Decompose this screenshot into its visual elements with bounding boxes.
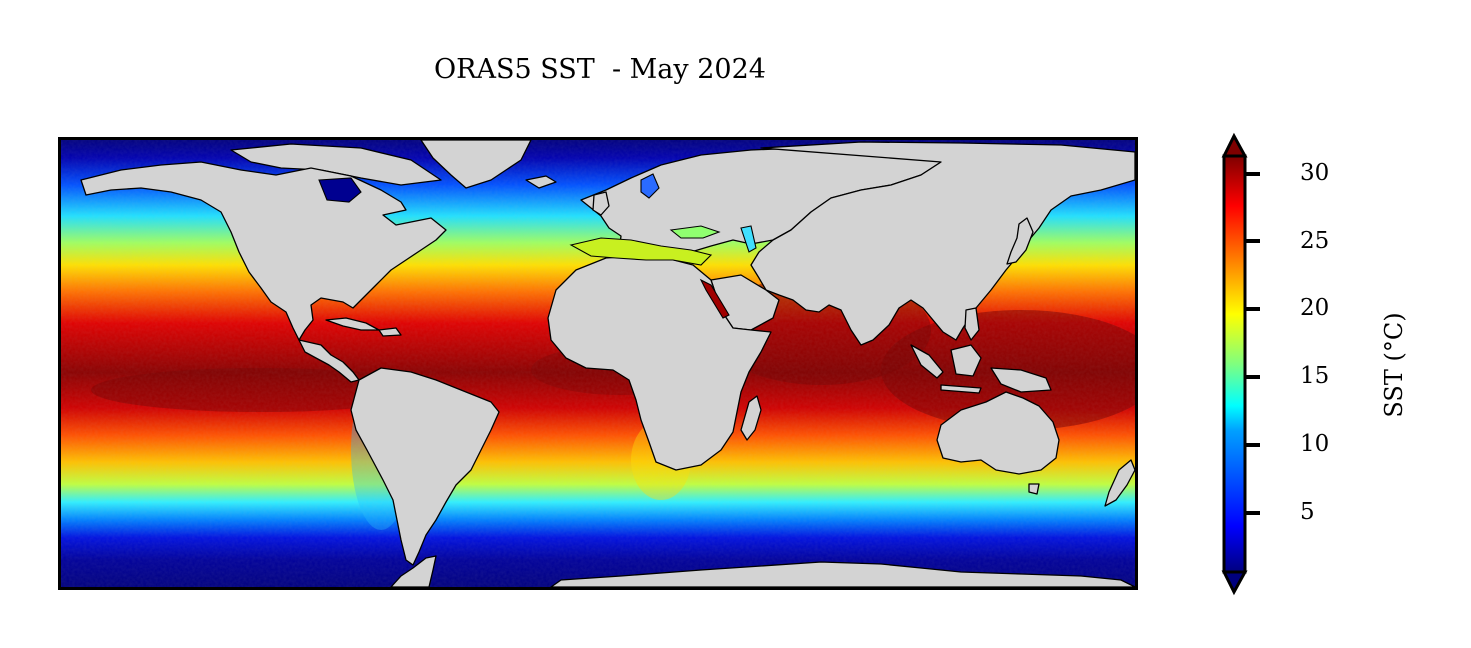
central-america [298, 339, 360, 383]
mediterranean-sea [569, 237, 713, 266]
colorbar-tick-label: 20 [1300, 295, 1330, 321]
japan [1006, 217, 1034, 265]
new-guinea [990, 367, 1052, 393]
north-america [80, 161, 447, 341]
hispaniola [378, 327, 402, 337]
colorbar-tick-label: 15 [1300, 363, 1330, 389]
java [940, 384, 982, 394]
sst-map [58, 137, 1138, 590]
greenland [420, 140, 532, 189]
madagascar [740, 395, 762, 441]
black-sea [669, 225, 721, 239]
caspian-sea [740, 225, 757, 253]
colorbar-tick-label: 10 [1300, 431, 1330, 457]
antarctic-peninsula [390, 555, 437, 587]
red-sea [699, 278, 730, 319]
africa [547, 255, 772, 471]
colorbar-extend-max [1221, 132, 1248, 158]
new-zealand [1104, 459, 1135, 507]
colorbar-ticks [1245, 172, 1260, 515]
canadian-arctic-islands [230, 143, 442, 186]
colorbar-gradient [1222, 154, 1247, 574]
colorbar-title: SST (°C) [1380, 312, 1408, 418]
south-america [350, 367, 500, 566]
asia [750, 141, 1135, 346]
colorbar-tick-label: 25 [1300, 228, 1330, 254]
colorbar [1221, 132, 1260, 596]
great-britain [592, 191, 610, 216]
iceland [525, 175, 557, 189]
colorbar-extend-min [1221, 570, 1248, 596]
australia [936, 391, 1060, 475]
land-masses [80, 140, 1135, 587]
colorbar-tick-label: 30 [1300, 160, 1330, 186]
sumatra [910, 344, 944, 379]
philippines [964, 307, 980, 341]
baltic-sea [640, 173, 660, 199]
tasmania [1028, 483, 1040, 495]
map-svg [61, 140, 1135, 587]
colorbar-tick-label: 5 [1300, 499, 1315, 525]
antarctica [550, 561, 1135, 587]
borneo [950, 344, 982, 377]
figure-title: ORAS5 SST - May 2024 [434, 54, 766, 85]
hudson-bay [318, 177, 362, 203]
